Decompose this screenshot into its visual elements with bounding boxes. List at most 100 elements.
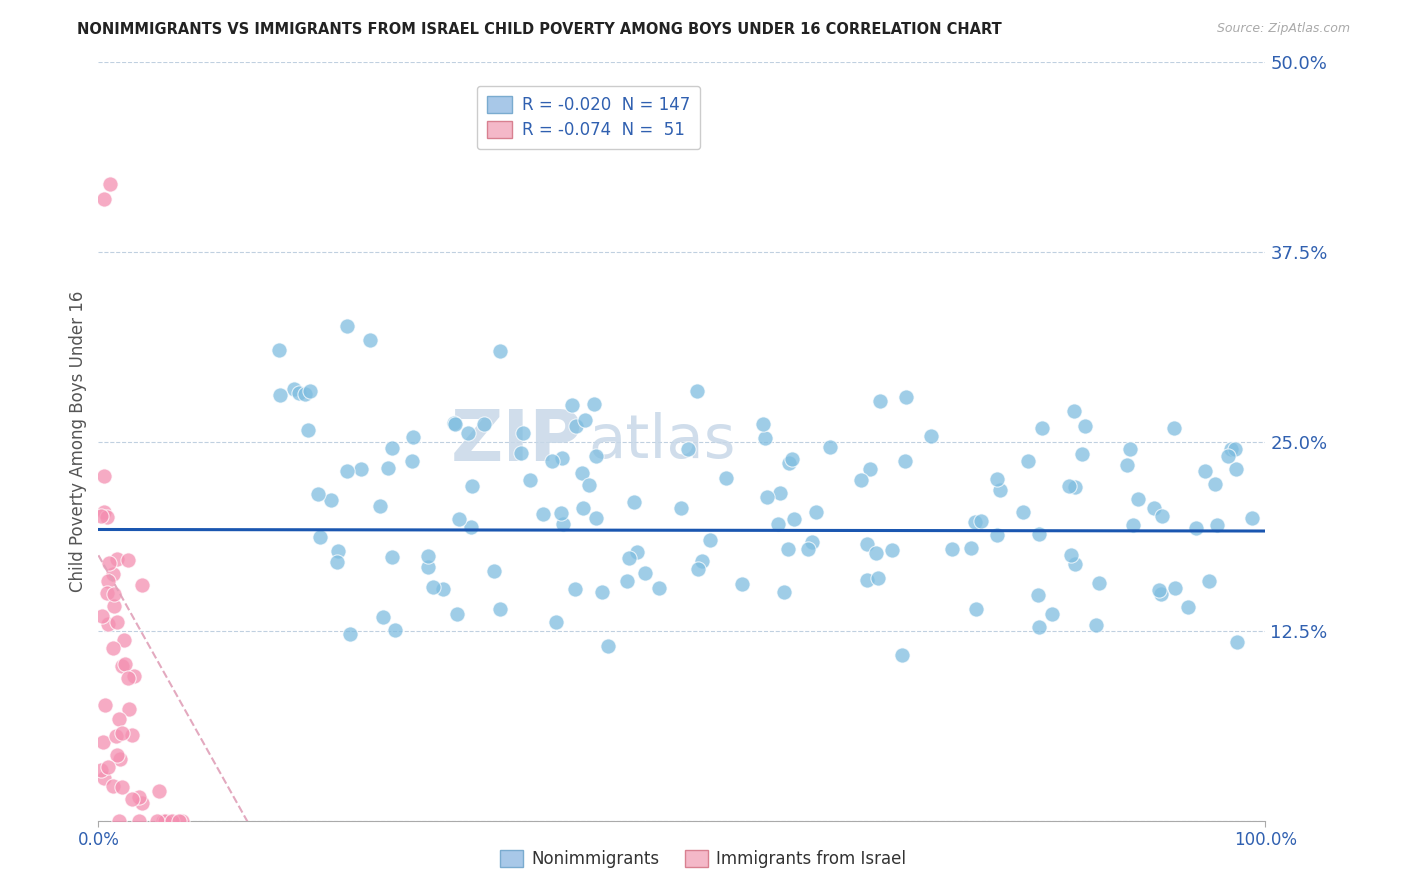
Point bbox=[986, 472, 1008, 486]
Point bbox=[339, 627, 361, 641]
Point bbox=[118, 701, 141, 715]
Point bbox=[1194, 465, 1216, 479]
Point bbox=[482, 564, 505, 578]
Point bbox=[377, 461, 399, 475]
Point bbox=[591, 585, 613, 599]
Point bbox=[90, 508, 112, 523]
Point bbox=[169, 814, 191, 828]
Point bbox=[686, 384, 709, 398]
Point bbox=[326, 544, 349, 558]
Point bbox=[1126, 491, 1149, 506]
Point bbox=[778, 542, 800, 557]
Point bbox=[869, 393, 891, 408]
Point bbox=[105, 615, 128, 629]
Point bbox=[101, 567, 124, 582]
Point bbox=[1205, 517, 1227, 532]
Point bbox=[103, 599, 125, 613]
Point bbox=[541, 454, 564, 468]
Point bbox=[105, 748, 128, 763]
Point bbox=[880, 542, 903, 557]
Point bbox=[402, 430, 425, 444]
Point bbox=[308, 530, 330, 544]
Point bbox=[1147, 582, 1170, 597]
Point bbox=[93, 469, 115, 483]
Point bbox=[444, 417, 467, 431]
Point bbox=[1241, 511, 1264, 525]
Point bbox=[325, 555, 347, 569]
Point bbox=[155, 814, 177, 828]
Point bbox=[1225, 442, 1247, 456]
Point bbox=[1084, 617, 1107, 632]
Point bbox=[959, 541, 981, 555]
Point bbox=[384, 623, 406, 637]
Point bbox=[336, 318, 359, 333]
Point bbox=[783, 512, 806, 526]
Point bbox=[509, 446, 531, 460]
Point bbox=[307, 487, 329, 501]
Point bbox=[1226, 635, 1249, 649]
Point bbox=[818, 440, 841, 454]
Point bbox=[460, 520, 482, 534]
Point bbox=[561, 398, 583, 412]
Point bbox=[157, 814, 180, 828]
Point bbox=[1064, 480, 1087, 494]
Point bbox=[797, 542, 820, 557]
Point bbox=[894, 390, 917, 404]
Point bbox=[626, 544, 648, 558]
Point bbox=[370, 500, 392, 514]
Point bbox=[512, 425, 534, 440]
Text: NONIMMIGRANTS VS IMMIGRANTS FROM ISRAEL CHILD POVERTY AMONG BOYS UNDER 16 CORREL: NONIMMIGRANTS VS IMMIGRANTS FROM ISRAEL … bbox=[77, 22, 1002, 37]
Point bbox=[583, 397, 606, 411]
Point bbox=[1017, 454, 1039, 468]
Point bbox=[111, 780, 134, 795]
Point bbox=[544, 615, 567, 629]
Point bbox=[578, 478, 600, 492]
Point bbox=[986, 528, 1008, 542]
Point bbox=[146, 814, 169, 828]
Point bbox=[93, 505, 115, 519]
Point bbox=[617, 550, 640, 565]
Point bbox=[1198, 574, 1220, 588]
Point bbox=[1074, 418, 1097, 433]
Point bbox=[104, 729, 127, 743]
Point bbox=[111, 659, 134, 673]
Point bbox=[319, 493, 342, 508]
Point bbox=[970, 514, 993, 528]
Point bbox=[1059, 548, 1081, 562]
Point bbox=[766, 517, 789, 532]
Point bbox=[731, 577, 754, 591]
Point bbox=[1028, 620, 1050, 634]
Point bbox=[1057, 479, 1080, 493]
Point bbox=[432, 582, 454, 597]
Point bbox=[804, 505, 827, 519]
Point bbox=[418, 559, 440, 574]
Point bbox=[93, 771, 115, 785]
Point bbox=[988, 483, 1011, 498]
Point bbox=[699, 533, 721, 547]
Legend: R = -0.020  N = 147, R = -0.074  N =  51: R = -0.020 N = 147, R = -0.074 N = 51 bbox=[477, 86, 700, 149]
Point bbox=[148, 784, 170, 798]
Point bbox=[170, 814, 193, 828]
Point bbox=[101, 641, 124, 656]
Point bbox=[128, 814, 150, 828]
Point bbox=[114, 632, 136, 647]
Point bbox=[754, 431, 776, 445]
Point bbox=[117, 671, 139, 685]
Point bbox=[160, 814, 183, 828]
Point bbox=[1152, 508, 1174, 523]
Point bbox=[269, 388, 291, 402]
Text: ZIP: ZIP bbox=[450, 407, 582, 476]
Point bbox=[1163, 421, 1185, 435]
Point bbox=[893, 454, 915, 468]
Point bbox=[101, 779, 124, 793]
Point bbox=[849, 473, 872, 487]
Point bbox=[152, 814, 174, 828]
Point bbox=[94, 698, 117, 712]
Point bbox=[93, 192, 115, 206]
Point bbox=[868, 571, 890, 585]
Point bbox=[131, 796, 153, 810]
Point bbox=[121, 792, 143, 806]
Point bbox=[287, 386, 309, 401]
Point bbox=[1116, 458, 1139, 472]
Point bbox=[769, 485, 792, 500]
